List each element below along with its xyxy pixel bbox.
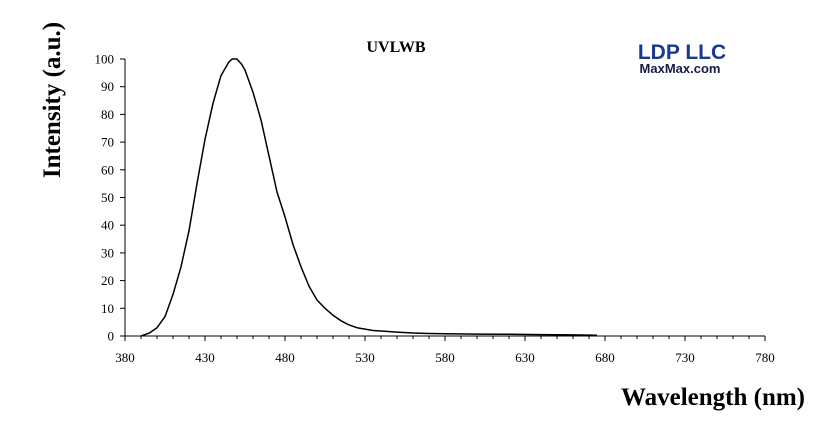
x-tick-label: 530 bbox=[355, 350, 375, 365]
x-tick-label: 580 bbox=[435, 350, 455, 365]
y-tick-label: 100 bbox=[95, 52, 115, 67]
x-tick-label: 430 bbox=[195, 350, 215, 365]
y-tick-label: 90 bbox=[101, 79, 114, 94]
y-tick-label: 0 bbox=[108, 329, 115, 344]
x-tick-label: 480 bbox=[275, 350, 295, 365]
x-tick-label: 380 bbox=[115, 350, 135, 365]
y-tick-label: 10 bbox=[101, 301, 114, 316]
logo-name: LDP LLC bbox=[638, 41, 726, 64]
logo-url: MaxMax.com bbox=[640, 61, 721, 76]
x-tick-label: 630 bbox=[515, 350, 535, 365]
x-tick-label: 730 bbox=[675, 350, 695, 365]
x-tick-label: 780 bbox=[755, 350, 775, 365]
y-tick-label: 80 bbox=[101, 107, 114, 122]
logo: LDP LLC MaxMax.com bbox=[638, 41, 726, 76]
y-tick-label: 30 bbox=[101, 245, 114, 260]
y-tick-label: 70 bbox=[101, 135, 114, 150]
x-tick-label: 680 bbox=[595, 350, 615, 365]
y-axis-title: Intensity (a.u.) bbox=[39, 22, 66, 178]
series-line bbox=[140, 58, 598, 337]
y-tick-label: 40 bbox=[101, 218, 114, 233]
y-tick-label: 20 bbox=[101, 273, 114, 288]
x-axis-title: Wavelength (nm) bbox=[621, 384, 805, 411]
y-tick-label: 60 bbox=[101, 162, 114, 177]
ticks-layer: 0 10 20 30 40 50 60 70 80 90 100 380 430 480 530 580 630… bbox=[95, 52, 775, 366]
chart-title: UVLWB bbox=[367, 39, 426, 56]
y-tick-label: 50 bbox=[101, 190, 114, 205]
